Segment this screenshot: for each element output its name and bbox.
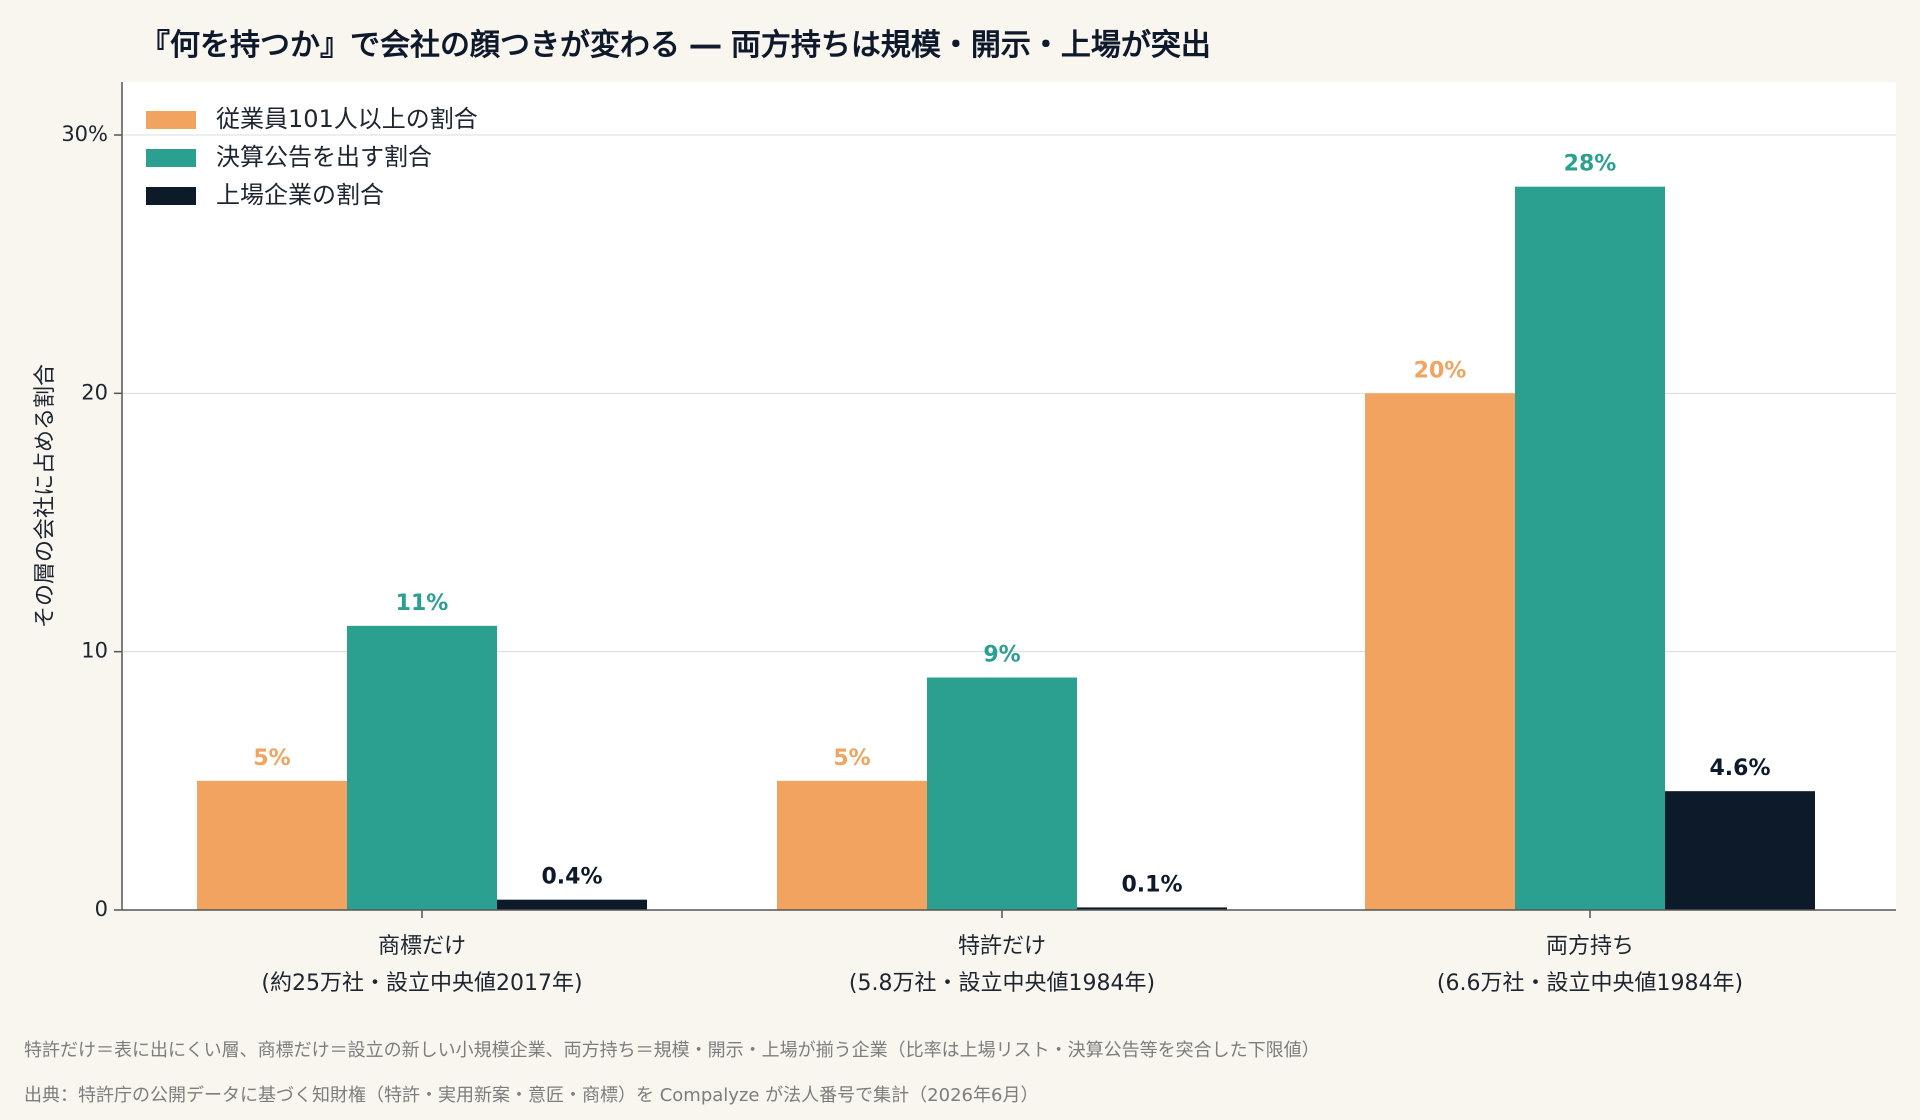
x-tick-sublabel: (6.6万社・設立中央値1984年) [1437, 971, 1743, 996]
y-axis-label: その層の会社に占める割合 [33, 364, 58, 628]
source-note: 出典：特許庁の公開データに基づく知財権（特許・実用新案・意匠・商標）を Comp… [24, 1085, 1039, 1106]
x-tick-sublabel: (5.8万社・設立中央値1984年) [849, 971, 1155, 996]
legend-entry: 上場企業の割合 [216, 181, 384, 209]
bar [1665, 791, 1815, 910]
x-tick-label: 商標だけ [378, 934, 466, 959]
x-tick-label: 両方持ち [1546, 934, 1634, 959]
y-tick-label: 10 [81, 639, 108, 663]
bars [197, 186, 1815, 910]
chart-title: 『何を持つか』で会社の顔つきが変わる ― 両方持ちは規模・開示・上場が突出 [140, 28, 1211, 63]
bar [777, 780, 927, 910]
bar [927, 677, 1077, 910]
legend-entry: 従業員101人以上の割合 [216, 105, 478, 133]
bar [497, 899, 647, 910]
y-tick-label: 0 [95, 897, 108, 921]
bar [1077, 907, 1227, 910]
y-tick-label: 30% [61, 122, 108, 146]
bar-value-label: 4.6% [1709, 756, 1770, 781]
bar-value-label: 9% [983, 643, 1020, 668]
data-labels: 5% 5% 20% 11% 9% 28% 0.4% 0.1% 4.6% [253, 152, 1770, 898]
y-ticks: 0 10 20 30% [61, 122, 122, 921]
bar-value-label: 5% [833, 746, 870, 771]
x-tick-sublabel: (約25万社・設立中央値2017年) [261, 971, 582, 996]
bar-value-label: 0.1% [1121, 872, 1182, 897]
bar-value-label: 20% [1414, 358, 1467, 383]
bar [1365, 393, 1515, 910]
legend-entry: 決算公告を出す割合 [216, 143, 432, 171]
bar-value-label: 28% [1564, 152, 1617, 177]
legend-swatch [146, 149, 196, 167]
bar-value-label: 5% [253, 746, 290, 771]
bar-value-label: 0.4% [541, 865, 602, 890]
bar-value-label: 11% [396, 591, 449, 616]
legend-swatch [146, 187, 196, 205]
bar [197, 780, 347, 910]
x-tick-label: 特許だけ [958, 934, 1046, 959]
bar [1515, 186, 1665, 910]
footnote: 特許だけ＝表に出にくい層、商標だけ＝設立の新しい小規模企業、両方持ち＝規模・開示… [24, 1040, 1320, 1061]
bar [347, 625, 497, 910]
y-tick-label: 20 [81, 380, 108, 404]
x-ticks: 商標だけ (約25万社・設立中央値2017年) 特許だけ (5.8万社・設立中央値19… [261, 910, 1743, 996]
legend-swatch [146, 111, 196, 129]
